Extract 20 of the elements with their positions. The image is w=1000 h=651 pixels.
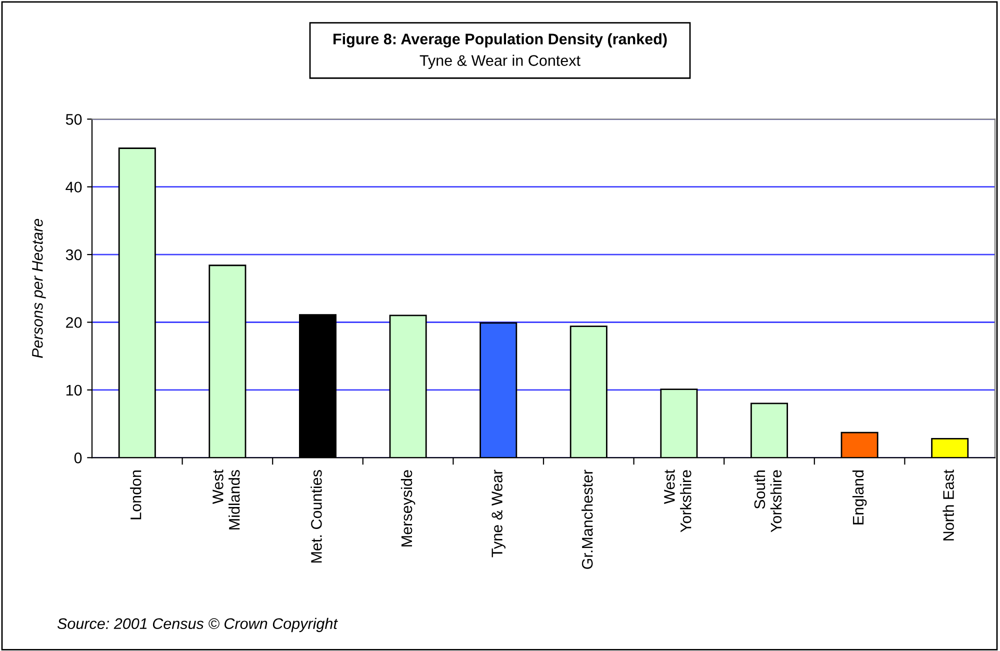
x-tick-label: North East (942, 470, 954, 540)
y-tick-label: 10 (66, 384, 82, 396)
y-tick-label: 0 (74, 452, 82, 464)
y-tick-label: 50 (66, 114, 82, 125)
x-tick-label: England (852, 470, 867, 524)
x-tick-label: London (130, 470, 142, 520)
source-note: Source: 2001 Census © Crown Copyright (57, 618, 338, 632)
chart-title: Figure 8: Average Population Density (ranked) (334, 33, 667, 48)
y-tick-label: 30 (66, 249, 82, 260)
x-tick-label: West Midlands (212, 470, 240, 530)
x-tick-label: West Yorkshire (664, 470, 692, 532)
y-tick-label: 20 (66, 317, 82, 328)
x-tick-label: Tyne & Wear (492, 470, 506, 558)
x-tick-label: Merseyside (400, 470, 416, 546)
x-tick-label: South Yorkshire (754, 470, 782, 532)
x-tick-label: Met. Counties (310, 470, 322, 562)
y-axis-title: Persons per Hectare (32, 218, 46, 358)
y-tick-label: 40 (66, 182, 82, 193)
x-tick-label: Gr.Manchester (582, 470, 593, 569)
chart-subtitle: Tyne & Wear in Context (420, 54, 580, 69)
